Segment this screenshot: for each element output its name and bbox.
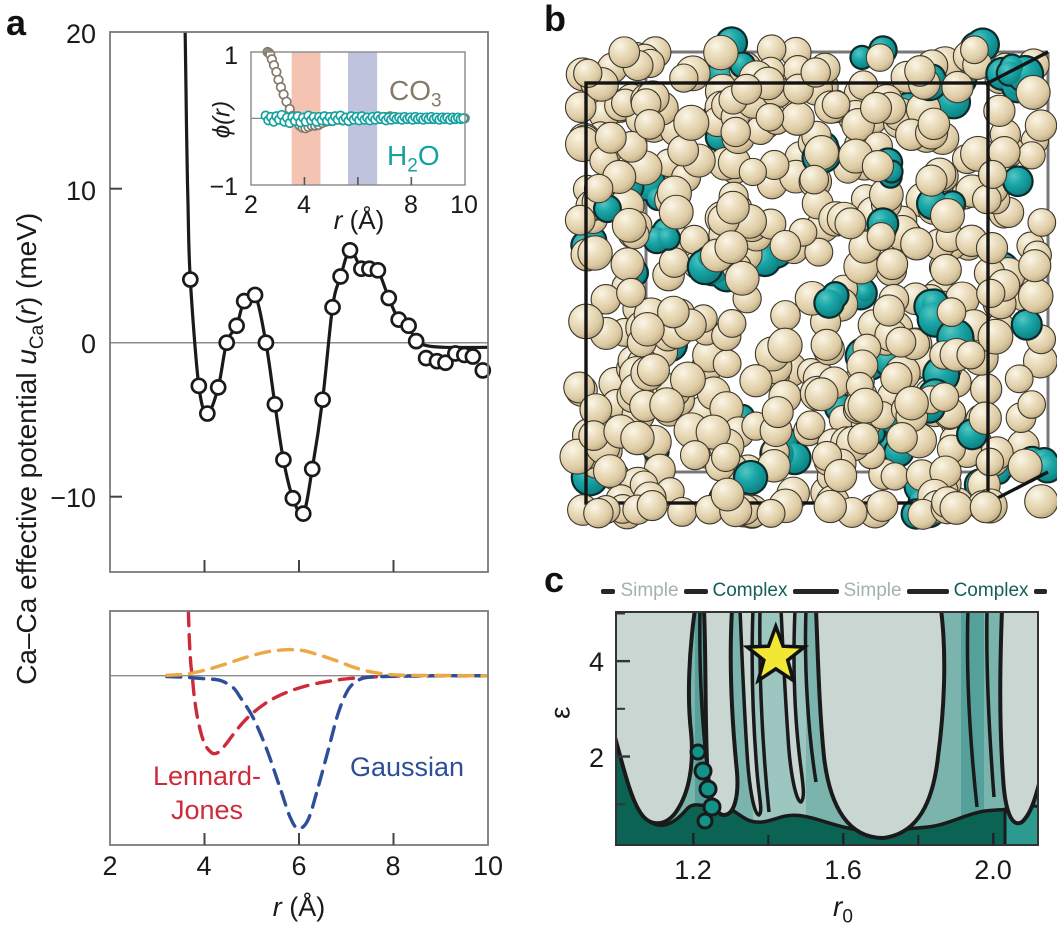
legend-simple-2: Simple [843, 580, 902, 601]
xtick-6: 6 [291, 851, 307, 881]
inset-series-label-co3: CO3 [389, 75, 442, 112]
legend-dash-icon [601, 588, 616, 594]
legend-complex-1: Complex [712, 580, 788, 601]
main-ytick-m10: −10 [50, 483, 96, 513]
panel-a-letter: a [6, 2, 27, 43]
inset-ytick-m1: −1 [209, 173, 238, 201]
legend-dash-icon [906, 588, 949, 594]
phase-simple-lobe-2 [702, 612, 740, 818]
legend-complex-2: Complex [953, 580, 1029, 601]
inset-y-axis-label: ϕ(r) [208, 100, 236, 139]
inset-x-axis-label: r (Å) [333, 205, 385, 235]
phase-x-axis-label: r0 [833, 891, 853, 928]
legend-simple-1: Simple [620, 580, 679, 601]
lennard-jones-label-line1: Lennard- [152, 761, 262, 791]
inset-series-label-h2o: H2O [387, 140, 440, 177]
legend-dash-icon [683, 588, 708, 594]
legend-dash-icon [792, 588, 839, 594]
phase-deep-region [616, 734, 1038, 845]
phase-ticks [616, 612, 995, 845]
phase-xtick-12: 1.2 [674, 855, 712, 885]
phase-simple-lobe-big [814, 612, 947, 841]
phase-legend: Simple Complex Simple Complex [598, 580, 1050, 602]
inset-ytick-1: 1 [224, 42, 238, 70]
lower-plot [109, 610, 489, 846]
main-ytick-20: 20 [65, 19, 96, 49]
phase-ytick-2: 2 [588, 743, 604, 773]
x-axis-label: r (Å) [272, 892, 326, 922]
lennard-jones-label-line2: Jones [170, 795, 244, 825]
main-ytick-10: 10 [65, 176, 96, 206]
phase-xtick-16: 1.6 [824, 855, 862, 885]
main-ytick-0: 0 [80, 329, 96, 359]
inset-xtick-4: 4 [297, 191, 311, 219]
inset-xtick-10: 10 [450, 191, 478, 219]
main-plot [109, 31, 492, 573]
phase-simple-lobe-right [998, 612, 1038, 826]
inset-plot [250, 46, 470, 186]
phase-star [742, 621, 810, 685]
legend-dash-icon [1033, 588, 1047, 594]
phase-boundary-line-2 [758, 612, 771, 813]
phase-regions [616, 612, 1038, 845]
simulation-box [559, 26, 1057, 530]
panel-c-letter: c [544, 559, 565, 600]
gaussian-label: Gaussian [349, 752, 465, 782]
xtick-4: 4 [196, 851, 212, 881]
panel-c-phase-diagram [615, 611, 1039, 846]
main-y-axis-label: Ca–Ca effective potential uCa(r) (meV) [11, 212, 48, 685]
phase-xtick-20: 2.0 [974, 855, 1012, 885]
xtick-2: 2 [102, 851, 118, 881]
inset-xtick-2: 2 [244, 191, 258, 219]
phase-y-axis-label: ε [544, 706, 576, 719]
panel-b-letter: b [544, 0, 566, 39]
phase-boundary-line-4 [965, 612, 979, 808]
inset-xtick-8: 8 [404, 191, 418, 219]
phase-frame [615, 611, 1039, 846]
phase-simple-lobe-left [616, 612, 697, 826]
phase-ytick-4: 4 [588, 647, 604, 677]
phase-boundary-line-3 [803, 612, 818, 783]
xtick-8: 8 [385, 851, 401, 881]
phase-boundary-line-5 [985, 612, 996, 798]
phase-simple-sliver-1 [738, 612, 763, 817]
phase-pocket-scallops [689, 743, 722, 830]
xtick-10: 10 [472, 851, 504, 881]
